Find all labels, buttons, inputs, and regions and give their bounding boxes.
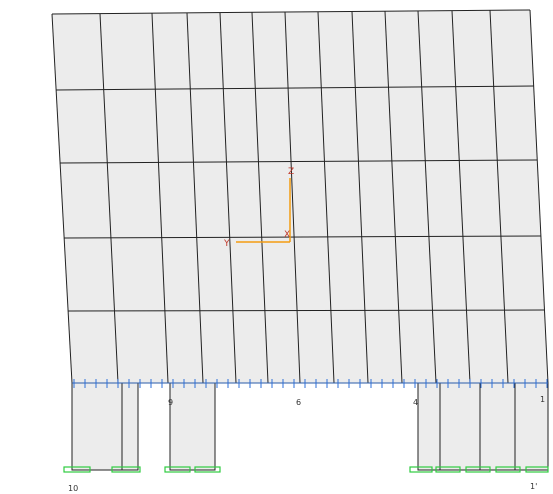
pier <box>169 382 216 471</box>
node-label: 6 <box>296 398 301 407</box>
base-support <box>435 466 461 473</box>
base-support <box>465 466 491 473</box>
mesh-line <box>186 13 204 384</box>
mesh-line <box>51 9 531 15</box>
mesh-line <box>60 159 538 164</box>
mesh-line <box>68 309 545 312</box>
mesh-line <box>56 85 534 91</box>
base-support <box>409 466 433 473</box>
node-label: 1' <box>530 482 537 491</box>
node-label: 4 <box>413 398 418 407</box>
base-support <box>525 466 549 473</box>
axis-label: Z <box>288 167 294 177</box>
mesh-line <box>51 13 73 384</box>
base-support <box>495 466 521 473</box>
node-label: 10 <box>68 484 78 493</box>
supports <box>63 379 549 473</box>
mesh-line <box>284 12 301 384</box>
mesh-line <box>99 13 119 384</box>
mesh-line <box>451 10 471 384</box>
pier <box>71 382 139 471</box>
mesh-line <box>317 11 335 384</box>
mesh-line <box>251 12 269 384</box>
piers <box>71 382 549 471</box>
mesh-line <box>417 10 437 384</box>
mesh-line <box>529 9 549 384</box>
mesh-line <box>384 11 403 384</box>
mesh <box>51 9 549 384</box>
mesh-line <box>151 13 169 384</box>
node-label: 9 <box>168 398 173 407</box>
mesh-line <box>64 235 541 239</box>
node-label: 1 <box>540 395 545 404</box>
base-support <box>194 466 221 473</box>
pier <box>417 382 549 471</box>
base-support <box>164 466 191 473</box>
mesh-line <box>351 11 369 384</box>
base-support <box>63 466 91 473</box>
base-support <box>111 466 141 473</box>
axis-label: Y <box>223 239 230 249</box>
axis-label: X <box>284 230 290 240</box>
mesh-line <box>489 10 509 384</box>
mesh-line <box>219 12 237 384</box>
mesh-face <box>52 10 548 383</box>
